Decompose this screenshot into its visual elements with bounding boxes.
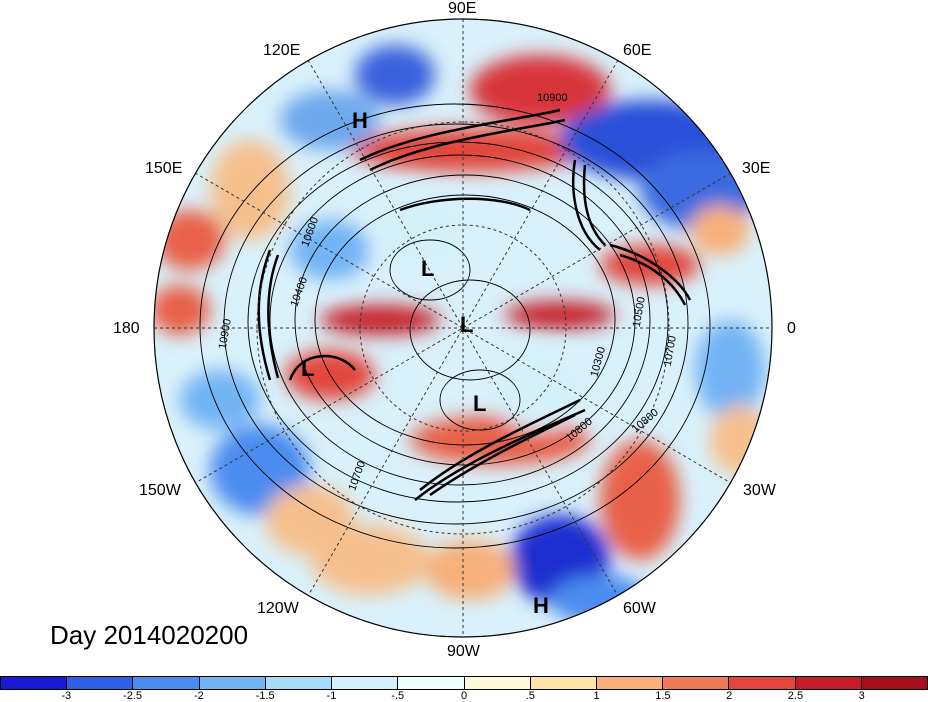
jet-contours <box>257 108 692 501</box>
colorbar-tick-label: -2.5 <box>123 690 143 702</box>
colorbar-swatch <box>529 676 596 690</box>
colorbar-tick-label: .5 <box>525 690 535 702</box>
colorbar-swatch <box>66 676 133 690</box>
colorbar-ticks: -3 -2.5 -2 -1.5 -1 -.5 0 .5 1 1.5 2 2.5 3 <box>0 690 928 702</box>
lon-label-0: 0 <box>787 320 796 337</box>
colorbar-swatch <box>264 676 332 690</box>
colorbar-tick-label: 3 <box>858 690 865 702</box>
low-center: L <box>301 356 315 381</box>
lon-label-120e: 120E <box>263 42 301 59</box>
map-boundary <box>153 18 773 638</box>
colorbar-tick-label: 2.5 <box>787 690 804 702</box>
high-center: H <box>533 593 549 618</box>
colorbar-tick-label: 0 <box>460 690 468 702</box>
colorbar-tick-label: 1 <box>593 690 600 702</box>
colorbar-tick-label: 2 <box>726 690 733 702</box>
colorbar-tick-label: 1.5 <box>655 690 671 702</box>
colorbar-swatch <box>595 676 663 690</box>
lon-label-150w: 150W <box>139 482 181 499</box>
lon-label-90e: 90E <box>448 0 477 17</box>
lon-label-30w: 30W <box>743 482 776 499</box>
colorbar-swatch <box>794 676 861 690</box>
lon-label-150e: 150E <box>145 160 183 177</box>
colorbar-swatch <box>860 676 928 690</box>
colorbar <box>0 676 928 690</box>
colorbar-swatch <box>662 676 729 690</box>
colorbar-tick-label: -2 <box>193 690 204 702</box>
anomaly-field <box>154 45 770 625</box>
colorbar-swatch <box>728 676 795 690</box>
colorbar-swatch <box>198 676 265 690</box>
lon-label-30e: 30E <box>742 160 771 177</box>
height-contours <box>199 103 711 549</box>
lon-label-90w: 90W <box>447 643 480 660</box>
lon-label-60w: 60W <box>623 600 656 617</box>
colorbar-swatch <box>463 676 530 690</box>
graticule <box>154 19 772 637</box>
low-center: L <box>460 312 474 337</box>
contour-label: 10900 <box>537 92 568 104</box>
colorbar-tick-label: -1.5 <box>255 690 275 702</box>
colorbar-swatch <box>331 676 398 690</box>
colorbar-tick-label: -3 <box>61 690 72 702</box>
colorbar-tick-label: -.5 <box>391 690 405 702</box>
lon-label-120w: 120W <box>257 600 299 617</box>
colorbar-swatch <box>132 676 199 690</box>
low-center: L <box>421 256 435 281</box>
colorbar-swatch <box>0 676 67 690</box>
date-label: Day 2014020200 <box>50 620 249 650</box>
colorbar-swatch <box>397 676 464 690</box>
lon-label-60e: 60E <box>623 42 652 59</box>
colorbar-tick-label: -1 <box>326 690 337 702</box>
high-center: H <box>352 108 368 133</box>
low-center: L <box>473 391 487 416</box>
lon-label-180: 180 <box>113 320 140 337</box>
